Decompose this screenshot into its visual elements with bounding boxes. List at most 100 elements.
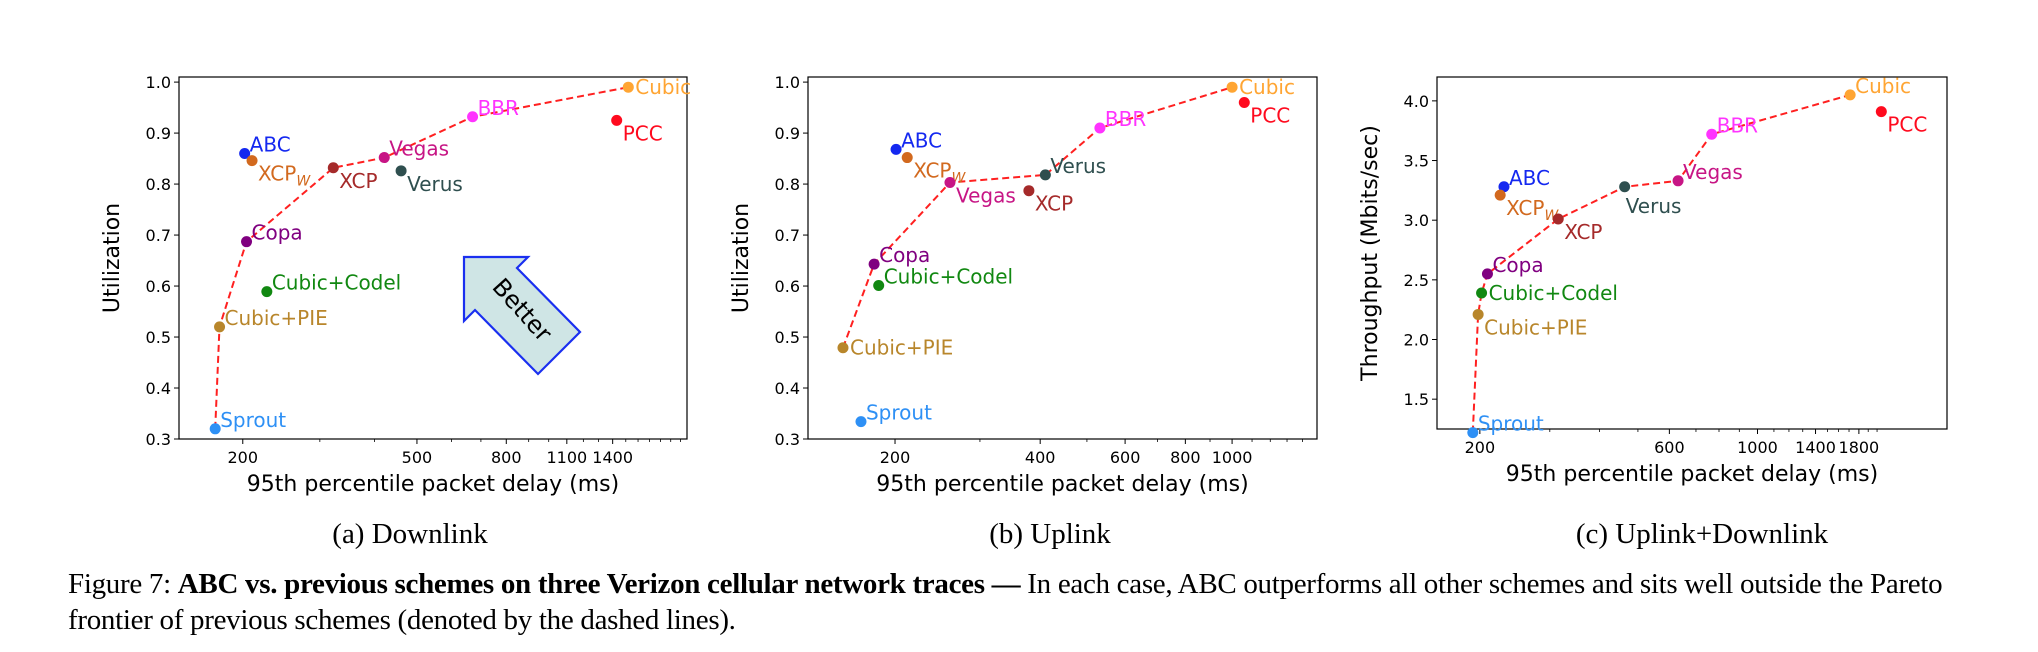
point-label: Cubic xyxy=(1239,75,1295,99)
point-pcc xyxy=(611,114,623,126)
x-axis-label: 95th percentile packet delay (ms) xyxy=(1506,462,1878,487)
subcaption-a: (a) Downlink xyxy=(332,518,488,550)
point-label: Vegas xyxy=(389,137,449,161)
y-tick-label: 0.8 xyxy=(775,175,800,194)
point-vegas xyxy=(1672,175,1684,187)
point-copa xyxy=(1481,268,1493,280)
point-label: ABC xyxy=(250,132,291,156)
point-label: Verus xyxy=(1626,194,1682,218)
pareto-frontier-line xyxy=(1471,93,1851,433)
point-label: XCP xyxy=(1035,192,1073,216)
point-pcc xyxy=(1238,96,1250,108)
y-tick-label: 0.8 xyxy=(146,175,171,194)
x-tick-label: 800 xyxy=(1170,448,1201,467)
point-verus xyxy=(395,165,407,177)
y-tick-label: 0.3 xyxy=(775,430,800,449)
point-label: Cubic+PIE xyxy=(850,336,953,360)
point-verus xyxy=(1619,181,1631,193)
y-tick-label: 0.9 xyxy=(775,124,800,143)
point-label: PCC xyxy=(623,121,663,145)
point-sprout xyxy=(209,423,221,435)
y-axis-label: Utilization xyxy=(100,203,125,313)
y-tick-label: 0.7 xyxy=(146,226,171,245)
point-abc xyxy=(1498,181,1510,193)
x-tick-label: 1800 xyxy=(1839,438,1880,457)
point-label: Copa xyxy=(252,221,303,245)
point-cubic-pie xyxy=(837,342,849,354)
y-tick-label: 1.0 xyxy=(775,73,800,92)
x-tick-label: 1100 xyxy=(546,448,587,467)
y-tick-label: 2.5 xyxy=(1404,271,1429,290)
x-tick-label: 400 xyxy=(1025,448,1056,467)
better-arrow-icon xyxy=(462,255,582,376)
point-label: Cubic xyxy=(635,75,691,99)
point-xcp xyxy=(327,162,339,174)
point-label: Sprout xyxy=(220,408,286,432)
point-label: Sprout xyxy=(866,401,932,425)
x-axis-label: 95th percentile packet delay (ms) xyxy=(876,472,1248,497)
y-tick-label: 3.0 xyxy=(1404,211,1429,230)
panel-downlink: 0.3 0.4 0.5 0.6 0.7 0.8 0.9 1.0 200 500 800 1100 140… xyxy=(100,73,691,497)
x-tick-label: 200 xyxy=(880,448,911,467)
point-label: Cubic+Codel xyxy=(272,271,401,295)
x-tick-label: 600 xyxy=(1110,448,1141,467)
x-axis-label: 95th percentile packet delay (ms) xyxy=(247,472,619,497)
label-subscript: W xyxy=(296,174,311,190)
point-xcp xyxy=(1023,185,1035,197)
point-label: ABC xyxy=(901,128,942,152)
y-tick-label: 0.9 xyxy=(146,124,171,143)
point-sprout xyxy=(855,416,867,428)
x-tick-label: 1400 xyxy=(592,448,633,467)
y-tick-label: 0.7 xyxy=(775,226,800,245)
point-label: Cubic+Codel xyxy=(1489,281,1618,305)
figure-canvas: 0.3 0.4 0.5 0.6 0.7 0.8 0.9 1.0 200 500 800 1100 140… xyxy=(100,73,1948,497)
point-cubic xyxy=(1226,81,1238,93)
caption-body: In each case, ABC outperforms all other … xyxy=(68,568,1943,636)
pareto-frontier-line xyxy=(842,86,1233,349)
y-tick-label: 0.4 xyxy=(146,379,171,398)
point-cubic-codel xyxy=(1476,287,1488,299)
y-tick-label: 3.5 xyxy=(1404,152,1429,171)
point-label: Copa xyxy=(879,243,930,267)
point-vegas xyxy=(944,177,956,189)
point-label: Verus xyxy=(1050,154,1106,178)
point-abc xyxy=(890,143,902,155)
y-tick-label: 0.6 xyxy=(775,277,800,296)
point-xcpw xyxy=(1494,189,1506,201)
x-tick-label: 200 xyxy=(227,448,258,467)
point-label: BBR xyxy=(1717,113,1758,137)
point-label: Copa xyxy=(1492,253,1543,277)
subcaption-b: (b) Uplink xyxy=(989,518,1111,550)
point-label: Sprout xyxy=(1478,412,1544,436)
point-cubic-pie xyxy=(214,321,226,333)
panel-uplink: 0.3 0.4 0.5 0.6 0.7 0.8 0.9 1.0 200 400 600 800 1000… xyxy=(729,73,1318,497)
plot-frame xyxy=(178,76,688,440)
point-label: XCPW xyxy=(913,159,966,187)
point-label: XCP xyxy=(1564,220,1602,244)
x-tick-label: 1400 xyxy=(1795,438,1836,457)
subcaption-c: (c) Uplink+Downlink xyxy=(1575,518,1829,550)
x-tick-label: 200 xyxy=(1465,438,1496,457)
point-label: XCPW xyxy=(1506,196,1559,224)
point-label: PCC xyxy=(1887,113,1927,137)
point-label: Cubic xyxy=(1855,74,1911,98)
point-copa xyxy=(868,258,880,270)
y-axis-label: Utilization xyxy=(729,203,754,313)
point-label: XCP xyxy=(339,169,377,193)
point-copa xyxy=(241,236,253,248)
point-cubic-codel xyxy=(873,280,885,292)
point-label: Cubic+PIE xyxy=(1484,315,1587,339)
caption-title: ABC vs. previous schemes on three Verizo… xyxy=(177,568,1021,600)
figure-caption: Figure 7: ABC vs. previous schemes on th… xyxy=(68,566,2028,638)
point-bbr xyxy=(1094,122,1106,134)
x-tick-label: 1000 xyxy=(1212,448,1253,467)
point-label: Verus xyxy=(407,172,463,196)
y-tick-label: 0.3 xyxy=(146,430,171,449)
point-xcp xyxy=(1552,213,1564,225)
y-tick-label: 0.5 xyxy=(775,328,800,347)
point-label: Vegas xyxy=(1683,160,1743,184)
point-bbr xyxy=(467,111,479,123)
point-label: Cubic+Codel xyxy=(884,265,1013,289)
point-xcpw xyxy=(901,152,913,164)
x-tick-label: 500 xyxy=(402,448,433,467)
